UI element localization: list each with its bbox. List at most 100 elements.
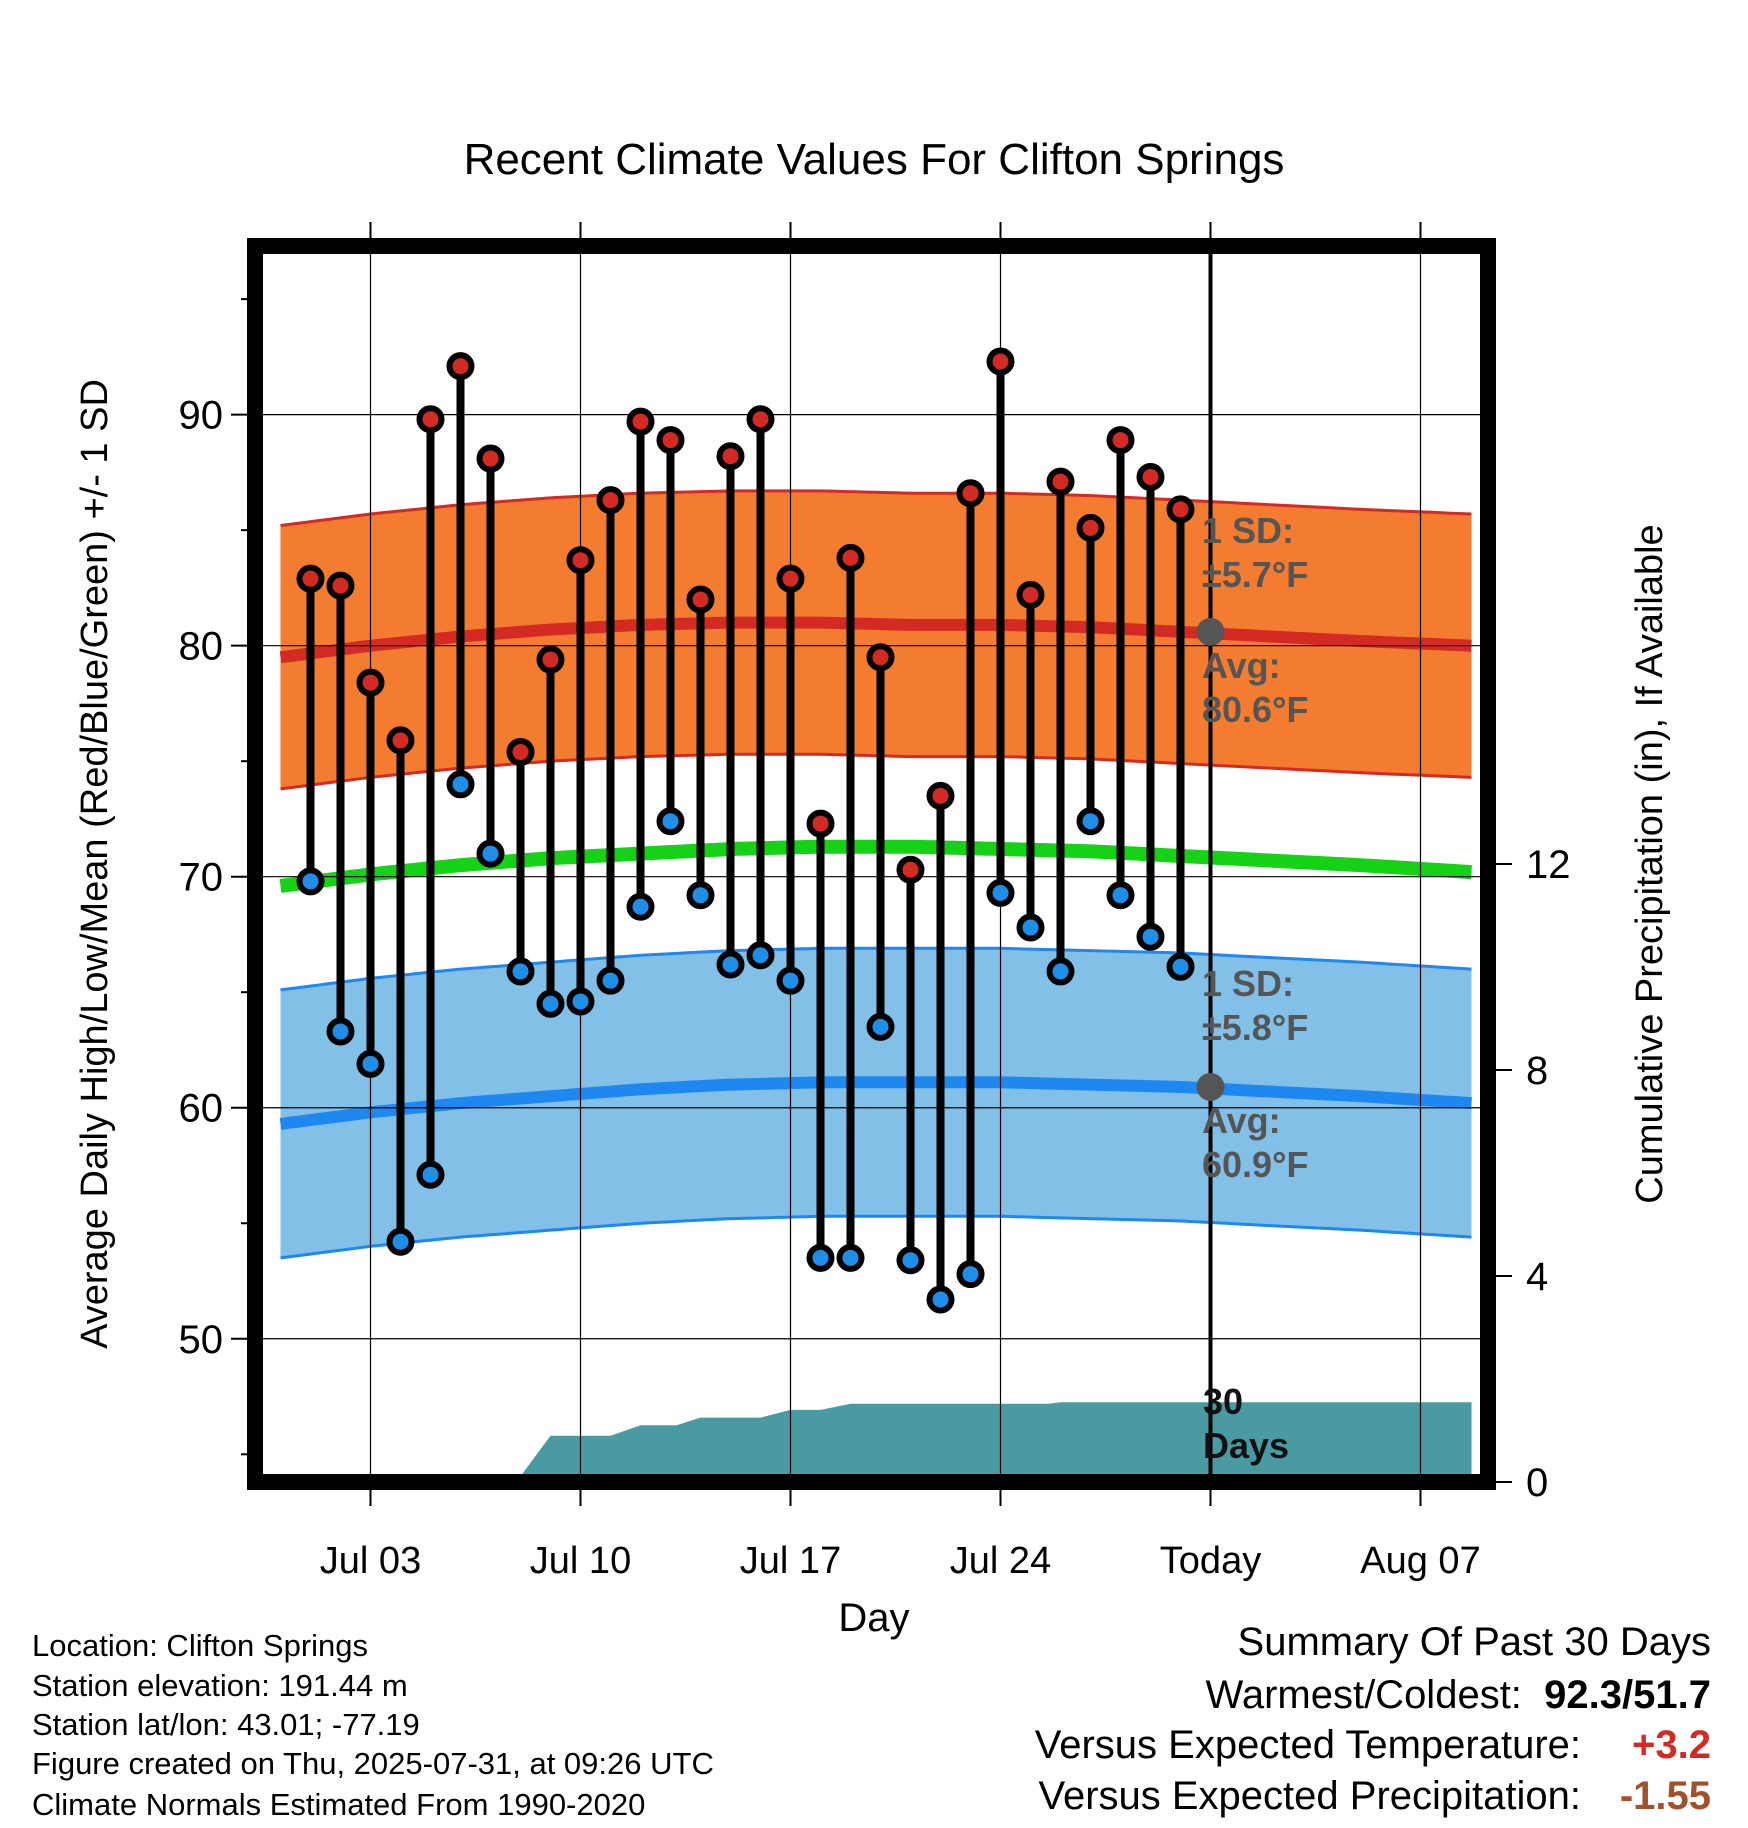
daily-high-point	[536, 645, 565, 674]
daily-high-point	[1076, 513, 1105, 542]
normal-low-lower-edge	[280, 1214, 1472, 1260]
daily-low-point	[1166, 952, 1195, 981]
high-sd-label: 1 SD:	[1202, 510, 1294, 551]
daily-high-point	[296, 564, 325, 593]
daily-high-point	[776, 564, 805, 593]
chart-title: Recent Climate Values For Clifton Spring…	[464, 135, 1285, 184]
daily-low-point	[866, 1012, 895, 1041]
x-tick-label: Jul 17	[740, 1540, 841, 1582]
y2-tick-label: 12	[1526, 843, 1571, 887]
daily-low-point	[506, 957, 535, 986]
daily-low-point	[536, 989, 565, 1018]
created-text: Figure created on Thu, 2025-07-31, at 09…	[32, 1746, 714, 1781]
daily-high-point	[866, 643, 895, 672]
daily-high-point	[1136, 463, 1165, 492]
daily-low-point	[626, 892, 655, 921]
x-tick-label: Aug 07	[1360, 1540, 1480, 1582]
y2-tick-label: 4	[1526, 1255, 1548, 1299]
coldest-value: 51.7	[1633, 1673, 1711, 1717]
high-sd-value: ±5.7°F	[1202, 554, 1308, 595]
normal-low-band	[280, 948, 1472, 1258]
daily-low-point	[896, 1246, 925, 1275]
daily-low-point	[416, 1160, 445, 1189]
precip-departure-label: Versus Expected Precipitation:	[1038, 1774, 1581, 1818]
x-tick-label: Jul 24	[950, 1540, 1051, 1582]
normal-low-upper-edge	[280, 946, 1472, 992]
daily-high-point	[1106, 426, 1135, 455]
daily-high-point	[416, 405, 445, 434]
summary-title: Summary Of Past 30 Days	[1237, 1620, 1711, 1664]
daily-low-point	[356, 1049, 385, 1078]
daily-low-point	[746, 941, 775, 970]
daily-low-point	[1106, 881, 1135, 910]
normals-text: Climate Normals Estimated From 1990-2020	[32, 1787, 646, 1822]
daily-high-point	[1046, 467, 1075, 496]
warmest-coldest-label: Warmest/Coldest:	[1205, 1673, 1522, 1717]
x-axis-label: Day	[838, 1596, 909, 1640]
normal-high-upper-edge	[280, 489, 1472, 527]
daily-high-point	[476, 444, 505, 473]
summary-warmest-coldest: Warmest/Coldest: 92.3/51.7	[1206, 1675, 1711, 1715]
daily-high-point	[446, 352, 475, 381]
y2-tick-label: 8	[1526, 1049, 1548, 1093]
daily-high-point	[746, 405, 775, 434]
daily-high-point	[506, 737, 535, 766]
summary-temperature: Versus Expected Temperature: +3.2	[1035, 1725, 1711, 1765]
y2-axis-label: Cumulative Precipitation (in), If Availa…	[1629, 524, 1671, 1203]
x-tick-label: Jul 10	[530, 1540, 631, 1582]
low-sd-value: ±5.8°F	[1202, 1007, 1308, 1048]
daily-high-point	[326, 571, 355, 600]
daily-low-point	[716, 950, 745, 979]
daily-low-point	[836, 1243, 865, 1272]
daily-low-point	[806, 1243, 835, 1272]
warmest-value: 92.3	[1544, 1673, 1623, 1717]
y-tick-label: 80	[179, 625, 224, 669]
y-axis-label: Average Daily High/Low/Mean (Red/Blue/Gr…	[74, 379, 116, 1349]
today-high-avg-marker	[1196, 617, 1225, 646]
normal-low-line	[279, 1076, 1472, 1130]
daily-low-point	[446, 770, 475, 799]
daily-high-point	[386, 726, 415, 755]
slash-separator: /	[1622, 1673, 1634, 1717]
daily-low-point	[776, 966, 805, 995]
y-tick-label: 60	[179, 1087, 224, 1131]
daily-high-point	[566, 546, 595, 575]
normal-high-lower-edge	[280, 752, 1472, 791]
daily-low-point	[686, 881, 715, 910]
daily-high-point	[926, 781, 955, 810]
daily-low-point	[1016, 913, 1045, 942]
high-avg-value: 80.6°F	[1202, 689, 1308, 730]
daily-low-point	[656, 807, 685, 836]
daily-high-point	[896, 855, 925, 884]
daily-high-point	[626, 407, 655, 436]
daily-low-point	[1046, 957, 1075, 986]
daily-high-point	[986, 347, 1015, 376]
daily-low-point	[1076, 807, 1105, 836]
daily-low-point	[1136, 922, 1165, 951]
elevation-text: Station elevation: 191.44 m	[32, 1668, 408, 1703]
days-label-number: 30	[1203, 1381, 1243, 1422]
daily-high-point	[656, 426, 685, 455]
daily-low-point	[596, 966, 625, 995]
daily-low-point	[986, 878, 1015, 907]
latlon-text: Station lat/lon: 43.01; -77.19	[32, 1707, 420, 1742]
daily-high-point	[716, 442, 745, 471]
temp-departure-label: Versus Expected Temperature:	[1034, 1723, 1581, 1767]
y2-tick-label: 0	[1526, 1461, 1548, 1505]
daily-high-point	[686, 585, 715, 614]
normal-high-line	[279, 616, 1472, 664]
precip-departure-value: -1.55	[1619, 1774, 1711, 1818]
daily-low-point	[566, 987, 595, 1016]
temp-departure-value: +3.2	[1632, 1723, 1711, 1767]
daily-low-point	[476, 839, 505, 868]
daily-low-point	[386, 1227, 415, 1256]
y-tick-label: 70	[179, 856, 224, 900]
daily-high-point	[1166, 495, 1195, 524]
normal-mean-line	[279, 839, 1472, 893]
days-label-text: Days	[1203, 1425, 1289, 1466]
low-sd-label: 1 SD:	[1202, 963, 1294, 1004]
y-tick-label: 50	[179, 1318, 224, 1362]
location-text: Location: Clifton Springs	[32, 1628, 369, 1663]
daily-low-point	[326, 1017, 355, 1046]
